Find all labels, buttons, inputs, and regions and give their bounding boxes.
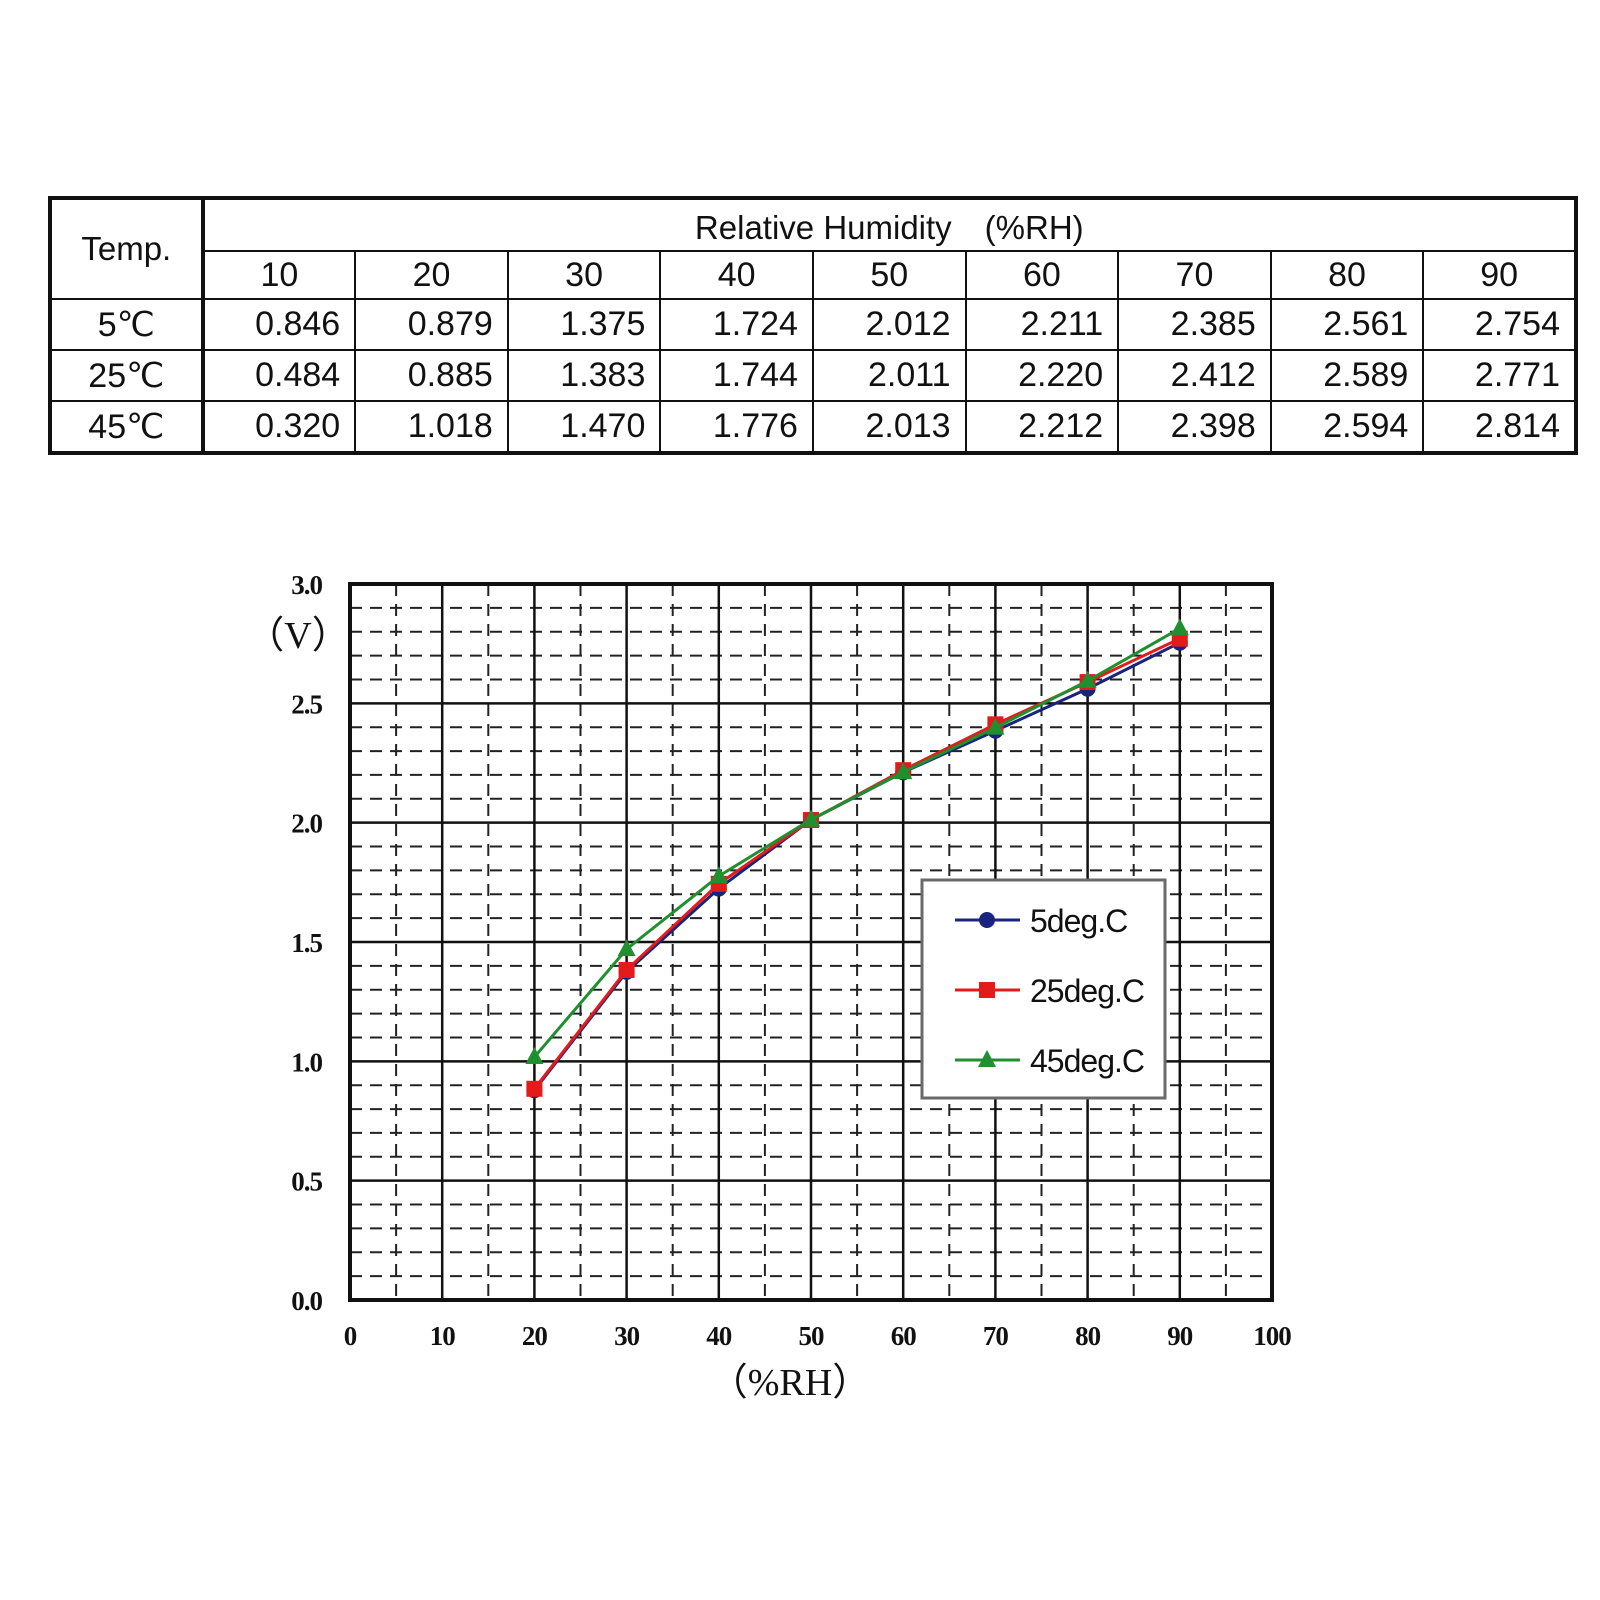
column-header: 70	[1117, 250, 1272, 300]
data-point	[894, 762, 913, 780]
tick-labels: 0 10 20 30 40 50 60 70 80 90 100 0.0 0.5 1.0 1.5 2.0 2.5…	[291, 570, 1292, 1351]
table-cell: 1.383	[506, 349, 662, 402]
table-cell: 1.776	[659, 400, 814, 454]
x-tick-label: 90	[1167, 1321, 1193, 1351]
column-header: 60	[964, 250, 1120, 300]
table-row: 25℃ 0.484 0.885 1.383 1.744 2.011 2.220 …	[49, 349, 1577, 402]
column-header: 40	[659, 250, 814, 300]
y-tick-label: 3.0	[291, 570, 322, 600]
table-cell: 2.589	[1269, 349, 1425, 402]
series-45deg-c	[525, 618, 1189, 1065]
column-header-row: 10 20 30 40 50 60 70 80 90	[50, 250, 1577, 300]
x-tick-label: 80	[1075, 1321, 1101, 1351]
column-header: 90	[1422, 250, 1577, 300]
table-cell: 2.013	[811, 400, 967, 454]
table-row: 45℃ 0.320 1.018 1.470 1.776 2.013 2.212 …	[49, 400, 1577, 454]
y-tick-label: 2.5	[291, 689, 322, 719]
legend-entry: 25deg.C	[955, 973, 1145, 1009]
table-cell: 1.018	[354, 400, 509, 454]
legend: 5deg.C 25deg.C 45deg.C	[920, 878, 1167, 1100]
table-cell: 2.011	[811, 349, 967, 402]
table-cell: 0.484	[201, 349, 357, 402]
column-header: 30	[506, 250, 662, 300]
legend-entry: 5deg.C	[955, 903, 1128, 939]
legend-marker	[978, 1050, 996, 1067]
y-tick-label: 2.0	[291, 809, 322, 839]
data-point	[1078, 670, 1097, 688]
data-point	[1170, 618, 1189, 636]
legend-entry: 45deg.C	[955, 1043, 1145, 1079]
row-label: 25℃	[49, 349, 205, 402]
data-point	[617, 939, 636, 957]
table-cell: 2.012	[811, 298, 967, 351]
table-cell: 2.212	[964, 400, 1120, 454]
row-label: 5℃	[49, 298, 205, 351]
table-cell: 2.412	[1117, 349, 1272, 402]
row-label: 45℃	[49, 400, 205, 454]
x-tick-label: 40	[706, 1321, 732, 1351]
y-tick-label: 1.5	[291, 928, 322, 958]
table-row: 5℃ 0.846 0.879 1.375 1.724 2.012 2.211 2…	[49, 298, 1577, 351]
table-cell: 2.561	[1269, 298, 1425, 351]
data-point	[986, 717, 1005, 735]
x-tick-label: 70	[983, 1321, 1009, 1351]
data-point	[709, 866, 728, 884]
legend-label: 25deg.C	[1030, 973, 1144, 1009]
table-cell: 2.771	[1422, 349, 1577, 402]
relative-humidity-header: Relative Humidity (%RH)	[200, 197, 1578, 252]
column-header: 50	[811, 250, 967, 300]
y-tick-label: 0.5	[291, 1167, 322, 1197]
legend-marker	[979, 982, 995, 998]
legend-marker	[979, 912, 995, 928]
table-cell: 2.594	[1269, 400, 1425, 454]
y-axis-title: （V）	[246, 615, 349, 657]
x-tick-label: 10	[430, 1321, 456, 1351]
table-cell: 2.220	[964, 349, 1120, 402]
column-header: 80	[1269, 250, 1425, 300]
data-point	[618, 961, 635, 978]
table-cell: 1.744	[659, 349, 814, 402]
legend-box	[920, 878, 1167, 1100]
table-cell: 0.846	[201, 298, 357, 351]
table-cell: 0.879	[354, 298, 509, 351]
humidity-voltage-table: Temp. Relative Humidity (%RH) 10 20 30 4…	[48, 196, 1578, 455]
table-cell: 2.398	[1117, 400, 1272, 454]
data-point	[802, 809, 820, 827]
x-axis-title: （%RH）	[710, 1362, 870, 1404]
table-cell: 1.724	[659, 298, 814, 351]
temp-header: Temp.	[49, 197, 205, 300]
table-cell: 2.385	[1117, 298, 1272, 351]
x-tick-label: 30	[614, 1321, 640, 1351]
table-cell: 2.211	[964, 298, 1120, 351]
x-tick-label: 20	[522, 1321, 548, 1351]
table-cell: 1.470	[506, 400, 662, 454]
table-cell: 1.375	[506, 298, 662, 351]
plot-frame	[348, 582, 1274, 1302]
data-point	[526, 1080, 543, 1097]
legend-label: 5deg.C	[1030, 903, 1127, 939]
table-cell: 2.814	[1422, 400, 1577, 454]
x-tick-label: 100	[1253, 1321, 1291, 1351]
series-line	[533, 627, 1181, 1059]
legend-label: 45deg.C	[1030, 1043, 1144, 1079]
y-tick-label: 0.0	[291, 1286, 322, 1316]
x-tick-label: 60	[891, 1321, 917, 1351]
y-tick-label: 1.0	[291, 1047, 322, 1077]
table-cell: 0.885	[354, 349, 509, 402]
series	[525, 618, 1189, 1099]
x-tick-label: 0	[344, 1321, 357, 1351]
table-cell: 0.320	[201, 400, 357, 454]
table-cell: 2.754	[1422, 298, 1577, 351]
data-point	[525, 1047, 544, 1065]
column-header: 10	[201, 250, 357, 300]
column-header: 20	[354, 250, 509, 300]
x-tick-label: 50	[799, 1321, 825, 1351]
